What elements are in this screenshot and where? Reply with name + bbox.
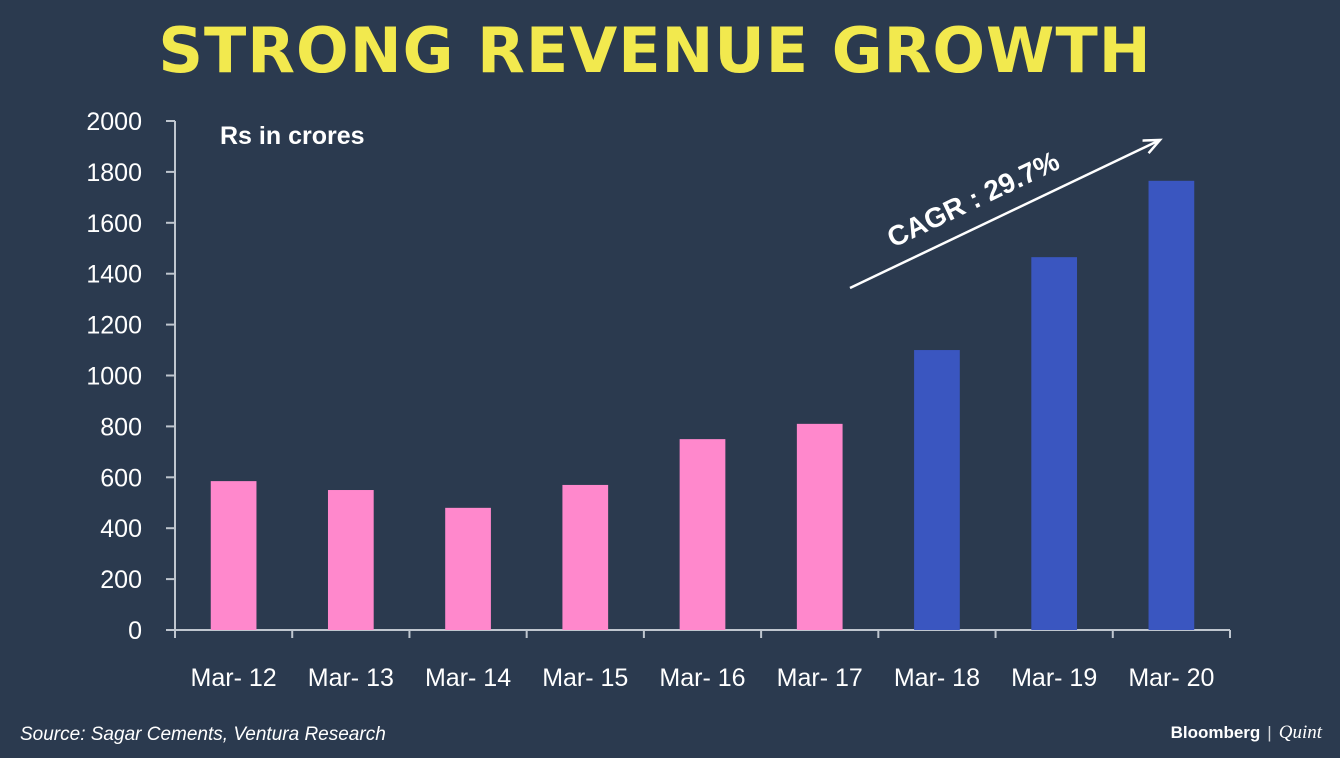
unit-label: Rs in crores [220, 122, 365, 150]
brand-sub: Quint [1278, 722, 1322, 743]
y-tick-label: 1400 [86, 261, 142, 289]
y-tick-label: 1600 [86, 210, 142, 238]
y-tick-label: 400 [100, 515, 142, 543]
y-tick-label: 200 [100, 566, 142, 594]
x-tick-label: Mar- 19 [1011, 664, 1097, 692]
x-tick-label: Mar- 13 [308, 664, 394, 692]
y-tick-label: 600 [100, 464, 142, 492]
bar-mar-14 [445, 507, 491, 630]
x-tick-label: Mar- 15 [542, 664, 628, 692]
bar-mar-18 [914, 350, 960, 630]
y-tick-label: 1800 [86, 159, 142, 187]
y-tick-label: 800 [100, 413, 142, 441]
brand-divider: | [1267, 723, 1272, 742]
brand-main: Bloomberg [1170, 723, 1261, 742]
bar-mar-12 [210, 481, 257, 630]
y-tick-label: 1000 [86, 363, 142, 391]
bar-mar-19 [1031, 257, 1078, 630]
x-tick-label: Mar- 20 [1128, 664, 1214, 692]
y-tick-label: 2000 [86, 108, 142, 136]
y-tick-label: 1200 [86, 312, 142, 340]
y-tick-label: 0 [128, 617, 142, 645]
x-tick-label: Mar- 16 [659, 664, 745, 692]
bar-mar-15 [562, 484, 609, 630]
source-note: Source: Sagar Cements, Ventura Research [20, 724, 386, 745]
bar-mar-20 [1148, 180, 1195, 630]
chart-title: STRONG REVENUE GROWTH [158, 14, 1152, 87]
bar-mar-16 [679, 439, 726, 630]
brand-logo: Bloomberg | Quint [1171, 722, 1322, 744]
x-tick-label: Mar- 12 [191, 664, 277, 692]
x-tick-label: Mar- 18 [894, 664, 980, 692]
bar-mar-17 [796, 423, 843, 630]
x-tick-label: Mar- 14 [425, 664, 511, 692]
cagr-trend-arrow [849, 138, 1163, 290]
x-tick-label: Mar- 17 [777, 664, 863, 692]
bar-mar-13 [327, 490, 374, 630]
